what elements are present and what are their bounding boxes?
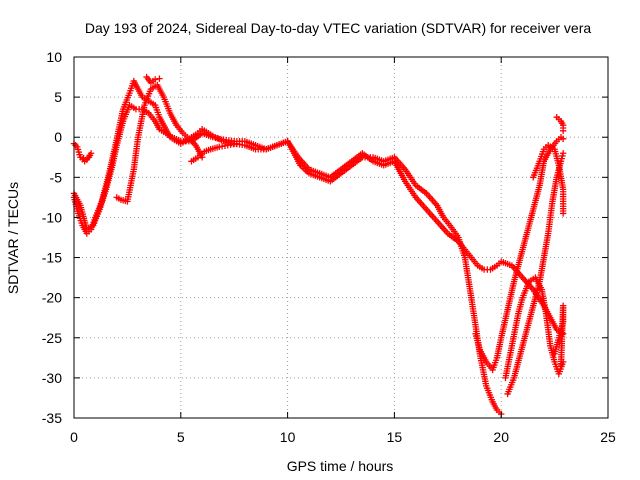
data-points (70, 73, 567, 418)
y-tick-label: 5 (54, 89, 62, 105)
data-point (559, 150, 567, 157)
x-axis-title: GPS time / hours (287, 458, 394, 474)
data-track (553, 113, 567, 135)
data-track (113, 81, 206, 205)
data-track (188, 140, 240, 165)
data-point (559, 127, 567, 135)
x-tick-label: 25 (600, 429, 616, 445)
x-tick-label: 20 (493, 429, 509, 445)
data-track (472, 134, 567, 374)
data-point (233, 140, 240, 147)
data-track (504, 150, 567, 398)
x-tick-label: 15 (387, 429, 403, 445)
plot-frame (73, 56, 609, 419)
y-tick-label: 10 (46, 49, 62, 65)
data-track (143, 73, 163, 86)
data-point (151, 76, 159, 83)
x-tick-label: 0 (70, 429, 78, 445)
plot-border (73, 56, 609, 419)
y-tick-label: -35 (42, 410, 62, 426)
y-tick-label: -20 (42, 290, 62, 306)
y-tick-label: -10 (42, 209, 62, 225)
y-tick-label: -15 (42, 250, 62, 266)
axis-ticks: 0 5 10 15 20 25 10 5 0 -5 -10 -15 -20 -25 -30 -35 (42, 49, 616, 445)
data-point (156, 75, 163, 82)
y-tick-label: -25 (42, 330, 62, 346)
data-point (559, 135, 567, 143)
data-point (83, 156, 91, 163)
y-tick-label: -5 (50, 169, 63, 185)
data-point (557, 362, 565, 370)
y-tick-label: -30 (42, 370, 62, 386)
data-track (551, 302, 567, 370)
y-tick-label: 0 (54, 129, 62, 145)
x-tick-label: 10 (280, 429, 296, 445)
x-tick-label: 5 (177, 429, 185, 445)
data-track (502, 274, 567, 382)
data-track (530, 142, 567, 217)
data-point (80, 154, 87, 162)
chart-title: Day 193 of 2024, Sidereal Day-to-day VTE… (85, 20, 591, 36)
y-axis-title: SDTVAR / TECUs (5, 182, 21, 294)
data-point (559, 210, 567, 217)
